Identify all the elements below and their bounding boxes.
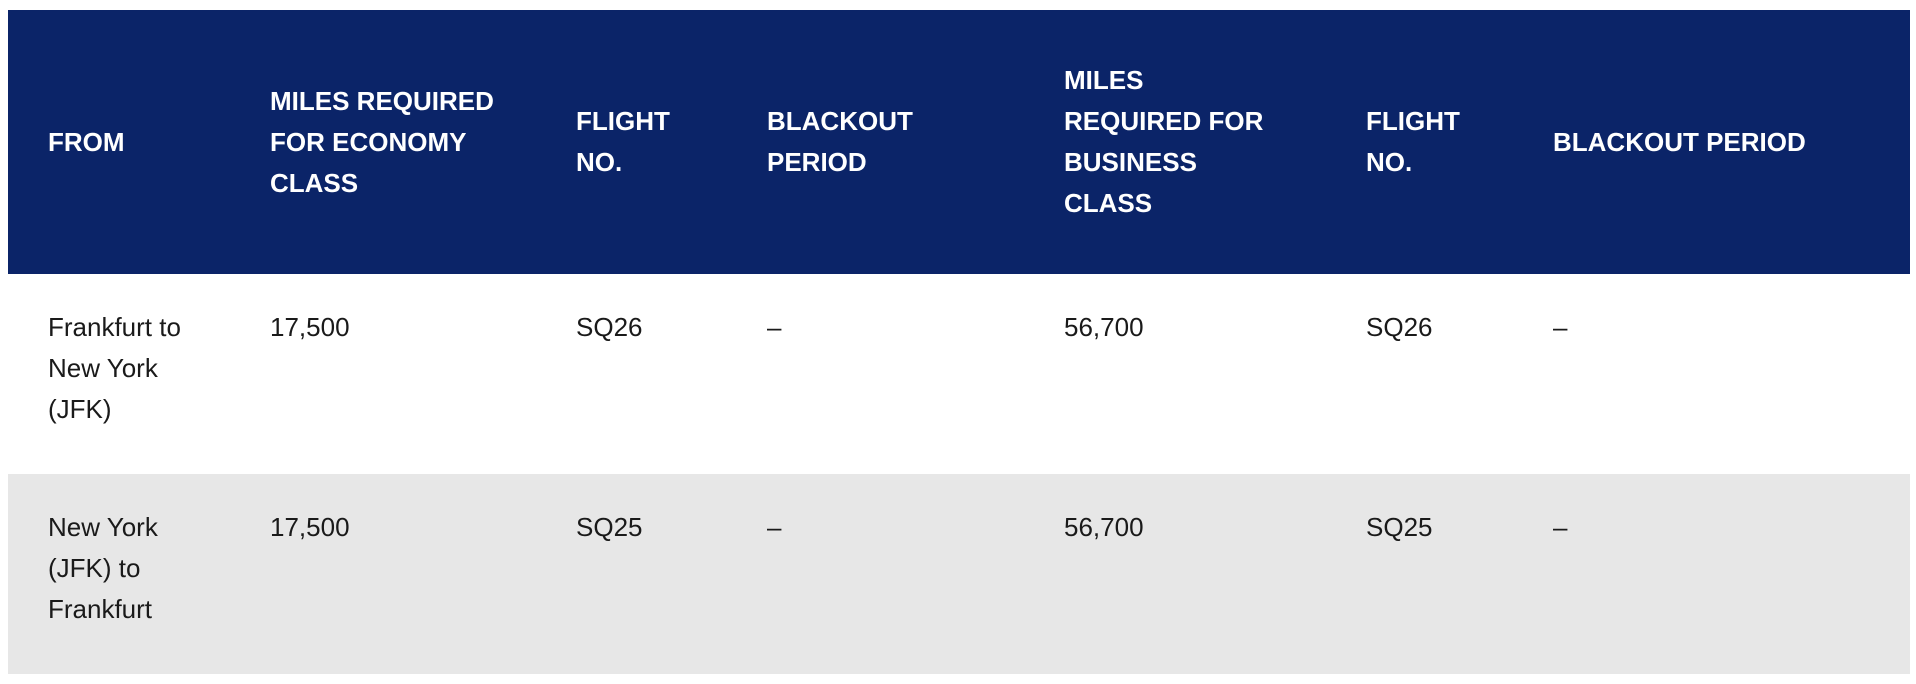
header-from: FROM xyxy=(48,126,125,157)
header-business-flight-no: FLIGHT NO. xyxy=(1366,106,1460,177)
cell-economy-flight-no: SQ25 xyxy=(576,512,643,542)
cell-economy-miles: 17,500 xyxy=(270,312,350,342)
cell-from: New York (JFK) to Frankfurt xyxy=(48,512,158,624)
header-row: FROM MILES REQUIRED FOR ECONOMY CLASS FL… xyxy=(8,10,1910,274)
cell-economy-flight-no: SQ26 xyxy=(576,312,643,342)
header-business-miles: MILES REQUIRED FOR BUSINESS CLASS xyxy=(1064,65,1264,218)
cell-business-blackout-period: – xyxy=(1553,512,1568,542)
table-row: Frankfurt to New York (JFK) 17,500 SQ26 … xyxy=(8,274,1910,474)
cell-business-flight-no: SQ26 xyxy=(1366,312,1433,342)
cell-business-flight-no: SQ25 xyxy=(1366,512,1433,542)
cell-from: Frankfurt to New York (JFK) xyxy=(48,312,181,424)
table-row: New York (JFK) to Frankfurt 17,500 SQ25 … xyxy=(8,474,1910,674)
table-body: Frankfurt to New York (JFK) 17,500 SQ26 … xyxy=(8,274,1910,674)
cell-business-miles: 56,700 xyxy=(1064,312,1144,342)
cell-economy-blackout-period: – xyxy=(767,312,782,342)
header-business-blackout-period: BLACKOUT PERIOD xyxy=(1553,126,1806,157)
cell-economy-miles: 17,500 xyxy=(270,512,350,542)
header-economy-flight-no: FLIGHT NO. xyxy=(576,106,670,177)
header-economy-blackout-period: BLACKOUT PERIOD xyxy=(767,106,913,177)
table-header: FROM MILES REQUIRED FOR ECONOMY CLASS FL… xyxy=(8,10,1910,274)
header-economy-miles: MILES REQUIRED FOR ECONOMY CLASS xyxy=(270,85,494,198)
miles-redemption-table: FROM MILES REQUIRED FOR ECONOMY CLASS FL… xyxy=(8,10,1910,674)
cell-business-miles: 56,700 xyxy=(1064,512,1144,542)
cell-business-blackout-period: – xyxy=(1553,312,1568,342)
cell-economy-blackout-period: – xyxy=(767,512,782,542)
